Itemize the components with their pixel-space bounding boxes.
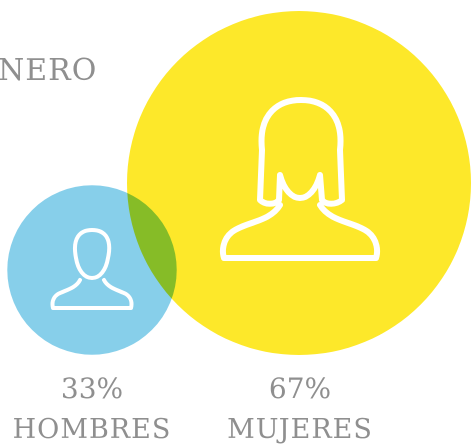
bubble xyxy=(127,11,471,355)
female-icon xyxy=(220,97,380,261)
category-label: HOMBRES xyxy=(13,414,172,445)
chart-title: NERO xyxy=(0,53,97,88)
category-label: MUJERES xyxy=(227,414,373,445)
bubbles xyxy=(7,11,471,355)
value-label: 33% xyxy=(61,372,123,405)
value-label: 67% xyxy=(269,372,331,405)
male-icon xyxy=(50,228,134,310)
